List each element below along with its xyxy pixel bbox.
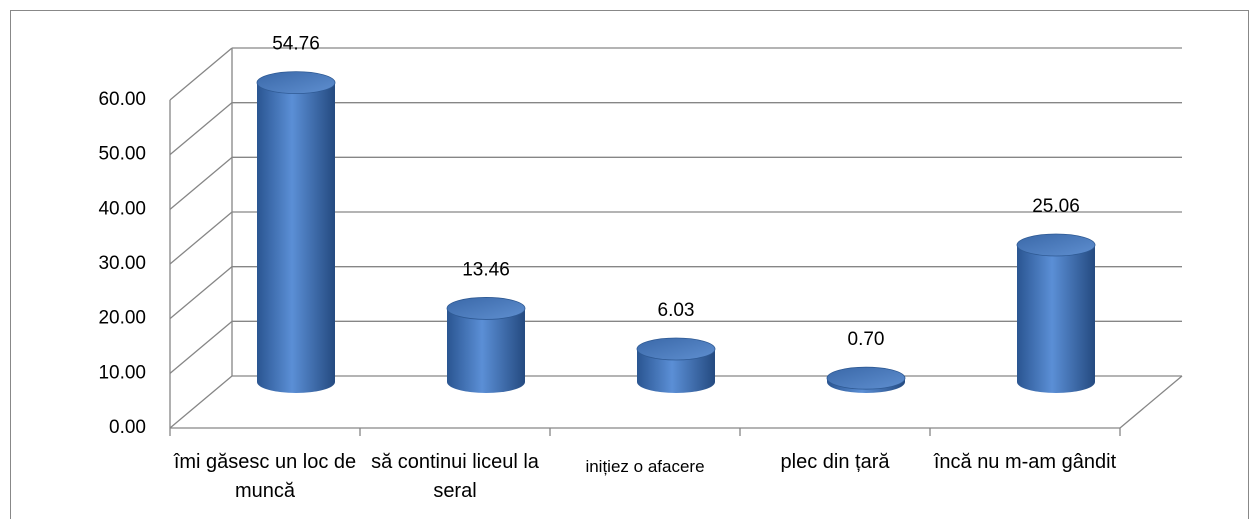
grid-line-side (169, 102, 233, 156)
y-tick-label: 50.00 (98, 144, 146, 165)
cylinder-top (446, 297, 526, 320)
cylinder-bar (447, 297, 525, 393)
value-label: 13.46 (462, 259, 510, 280)
grid-line-side (169, 47, 233, 101)
value-label: 0.70 (848, 329, 885, 350)
chart-border (10, 10, 1249, 519)
grid-line-side (169, 375, 233, 429)
x-tick-label: să continui liceul la seral (371, 451, 539, 502)
cylinder-bar (257, 71, 335, 394)
value-label: 6.03 (658, 300, 695, 321)
value-label: 25.06 (1032, 196, 1080, 217)
x-tick-label: inițiez o afacere (585, 457, 705, 476)
y-tick-label: 60.00 (98, 89, 146, 110)
grid-line-side (169, 320, 233, 374)
cylinder-bar (1017, 234, 1095, 393)
x-tick-label: plec din țară (780, 451, 890, 473)
y-tick-label: 10.00 (98, 362, 146, 383)
grid-line-side (169, 266, 233, 320)
cylinder-top (1016, 233, 1096, 257)
value-label: 54.76 (272, 34, 320, 55)
cylinder-top (826, 366, 906, 390)
cylinder-top (256, 71, 336, 95)
y-tick-label: 20.00 (98, 308, 146, 329)
x-tick-label: încă nu m-am gândit (933, 451, 1117, 473)
y-tick-label: 0.00 (109, 417, 146, 438)
cylinder-top (636, 337, 716, 361)
y-tick-label: 30.00 (98, 253, 146, 274)
grid-line-side (169, 156, 233, 210)
y-tick-label: 40.00 (98, 198, 146, 219)
grid-line-side (169, 211, 233, 265)
floor-right-edge (1119, 375, 1183, 429)
x-tick-label: îmi găsesc un loc de muncă (173, 451, 357, 502)
